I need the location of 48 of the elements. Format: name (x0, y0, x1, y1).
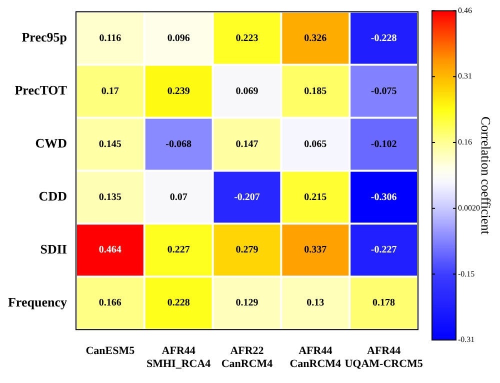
data-label: 0.215 (304, 192, 327, 203)
color-bar-label: -0.15 (458, 269, 475, 278)
y-tick-label: PrecTOT (14, 82, 68, 98)
x-tick-label: AFR44 CanRCM4 (290, 345, 342, 370)
data-label: 0.227 (167, 244, 190, 256)
y-tick-label: CWD (35, 136, 67, 151)
data-label: 0.337 (304, 244, 327, 256)
color-bar-label: -0.31 (458, 335, 475, 344)
data-label: -0.075 (370, 86, 397, 97)
data-label: 0.135 (98, 192, 122, 203)
data-label: -0.102 (370, 138, 397, 150)
data-label: 0.239 (167, 86, 190, 97)
data-label: 0.147 (236, 138, 258, 150)
data-label: 0.065 (304, 138, 327, 150)
data-label: 0.13 (306, 298, 324, 309)
x-tick-label: AFR44 SMHI_RCA4 (146, 345, 212, 370)
data-label: 0.326 (304, 32, 327, 44)
data-label: -0.068 (166, 138, 192, 150)
data-label: 0.185 (304, 86, 327, 97)
data-label: 0.279 (236, 244, 258, 256)
data-label: 0.129 (236, 298, 258, 309)
color-bar-label: 0.16 (458, 138, 472, 147)
data-label: -0.228 (370, 32, 397, 44)
data-label: 0.17 (101, 86, 119, 97)
data-label: 0.116 (99, 32, 122, 44)
y-tick-label: Frequency (8, 294, 68, 310)
data-label: -0.207 (234, 192, 260, 203)
color-bar-label: 0.31 (458, 72, 472, 81)
data-label: -0.306 (370, 192, 397, 203)
data-label: 0.096 (167, 32, 190, 44)
data-label: 0.069 (236, 86, 258, 97)
data-label: 0.464 (98, 244, 122, 256)
data-label: -0.227 (370, 244, 397, 256)
color-bar-label: 0.0020 (458, 203, 480, 212)
color-bar-label: 0.46 (458, 6, 472, 15)
data-label: 0.228 (167, 298, 190, 309)
x-tick-label: AFR22 CanRCM4 (221, 345, 274, 370)
x-tick-label: CanESM5 (86, 345, 136, 358)
data-label: 0.145 (98, 138, 122, 150)
y-tick-label: Prec95p (22, 30, 67, 45)
data-label: 0.223 (236, 32, 258, 44)
data-label: 0.178 (372, 298, 396, 309)
y-tick-label: SDII (40, 242, 67, 257)
data-label: 0.166 (98, 298, 122, 309)
x-tick-label: AFR44 UQAM-CRCM5 (344, 345, 424, 370)
y-tick-label: CDD (38, 188, 67, 204)
color-bar-title: Correlation coefficient (478, 116, 494, 235)
data-label: 0.07 (170, 192, 188, 203)
